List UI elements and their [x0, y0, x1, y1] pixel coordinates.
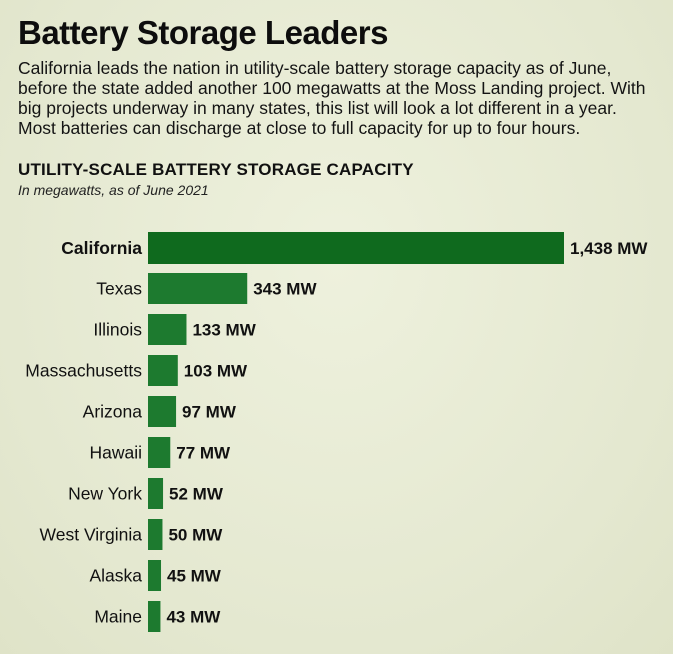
category-label: Arizona	[83, 402, 143, 422]
chart-subtitle: In megawatts, as of June 2021	[18, 182, 209, 198]
bar-massachusetts	[148, 355, 178, 386]
value-label: 97 MW	[182, 403, 237, 422]
page-title: Battery Storage Leaders	[18, 14, 388, 51]
bar-new-york	[148, 478, 164, 509]
value-label: 52 MW	[169, 485, 224, 504]
chart-title: UTILITY-SCALE BATTERY STORAGE CAPACITY	[18, 160, 414, 179]
bar-arizona	[148, 396, 177, 427]
page-subtitle: California leads the nation in utility-s…	[18, 58, 646, 138]
category-label: California	[61, 238, 142, 258]
value-label: 45 MW	[167, 567, 222, 586]
value-label: 133 MW	[192, 321, 256, 340]
category-label: West Virginia	[40, 525, 143, 545]
value-label: 343 MW	[253, 280, 317, 299]
bar-maine	[148, 601, 161, 632]
category-label: Hawaii	[89, 443, 142, 463]
value-label: 103 MW	[184, 362, 248, 381]
value-label: 50 MW	[168, 526, 223, 545]
value-label: 77 MW	[176, 444, 231, 463]
bar-chart: California 1,438 MW Texas 343 MW Illinois 133…	[25, 232, 648, 632]
category-label: Alaska	[89, 566, 142, 586]
category-label: Illinois	[93, 320, 142, 340]
category-label: Texas	[96, 279, 142, 299]
category-label: New York	[68, 484, 142, 504]
value-label: 1,438 MW	[570, 239, 648, 258]
bar-california	[148, 232, 564, 264]
category-label: Maine	[94, 607, 142, 627]
bar-texas	[148, 273, 248, 304]
bar-west-virginia	[148, 519, 163, 550]
value-label: 43 MW	[166, 608, 221, 627]
bar-illinois	[148, 314, 187, 345]
category-label: Massachusetts	[25, 361, 142, 381]
bar-hawaii	[148, 437, 171, 468]
bar-alaska	[148, 560, 162, 591]
